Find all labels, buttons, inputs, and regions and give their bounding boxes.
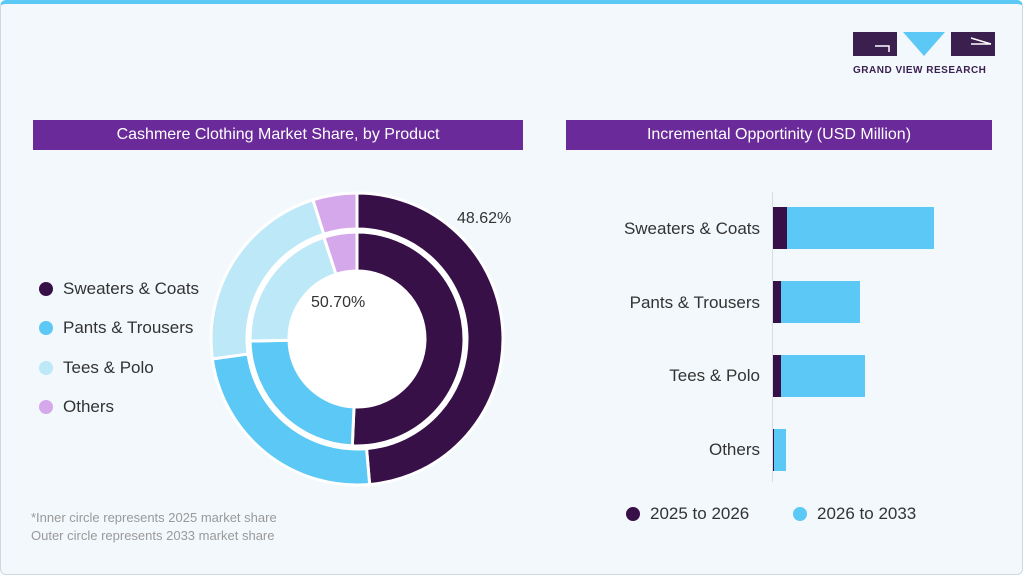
bar-label: Sweaters & Coats: [623, 219, 760, 238]
legend-item-sweaters: Sweaters & Coats: [39, 269, 199, 309]
bar-pants-2026-2033: [781, 281, 860, 323]
bar-sweaters-2026-2033: [787, 207, 934, 249]
bar-tees-2025-2026: [773, 355, 781, 397]
legend-dot: [793, 507, 807, 521]
donut-hole: [290, 272, 424, 406]
inner-data-label: 50.70%: [311, 294, 366, 311]
note-inner: *Inner circle represents 2025 market sha…: [31, 510, 277, 525]
bar-axis-line: [772, 192, 773, 482]
legend-dot: [39, 321, 53, 336]
bar-sweaters-2025-2026: [773, 207, 787, 249]
outer-slice-others: [311, 191, 359, 237]
bar-chart: [773, 207, 934, 471]
legend-dot: [39, 281, 53, 296]
legend-dot: [39, 400, 53, 415]
bar-chart-title: Incremental Opportinity (USD Million): [566, 120, 992, 150]
legend-label: Tees & Polo: [63, 357, 154, 377]
legend-item-tees: Tees & Polo: [39, 348, 199, 388]
bar-tees-2026-2033: [781, 355, 865, 397]
inner-slice-sweaters: [350, 230, 466, 448]
legend-dot: [39, 360, 53, 375]
bar-label: Tees & Polo: [669, 366, 760, 385]
pie-legend: Sweaters & Coats Pants & Trousers Tees &…: [39, 269, 199, 427]
bar-legend-item-2025-2026: 2025 to 2026: [626, 504, 749, 524]
legend-item-others: Others: [39, 388, 199, 428]
legend-label: Pants & Trousers: [63, 318, 194, 338]
legend-label: Others: [63, 397, 115, 417]
donut-chart: [209, 191, 505, 487]
bar-pants-2025-2026: [773, 281, 781, 323]
legend-dot: [626, 507, 640, 521]
logo-text: GRAND VIEW RESEARCH: [853, 65, 987, 76]
outer-data-label: 48.62%: [457, 210, 512, 227]
grand-view-research-logo: GRAND VIEW RESEARCH: [853, 32, 995, 76]
note-outer: Outer circle represents 2033 market shar…: [31, 528, 275, 543]
outer-slice-sweaters: [355, 191, 505, 487]
logo-mark-icon: [853, 32, 995, 56]
bar-others-2026-2033: [774, 429, 786, 471]
legend-item-pants: Pants & Trousers: [39, 309, 199, 349]
legend-label: 2026 to 2033: [817, 504, 917, 523]
bar-label: Others: [708, 440, 760, 459]
legend-label: Sweaters & Coats: [63, 278, 200, 298]
bar-others-2025-2026: [773, 429, 774, 471]
legend-label: 2025 to 2026: [650, 504, 750, 523]
bar-legend-item-2026-2033: 2026 to 2033: [793, 504, 916, 524]
bar-label: Pants & Trousers: [629, 293, 760, 312]
inner-slice-others: [322, 230, 359, 277]
pie-chart-title: Cashmere Clothing Market Share, by Produ…: [33, 120, 523, 150]
